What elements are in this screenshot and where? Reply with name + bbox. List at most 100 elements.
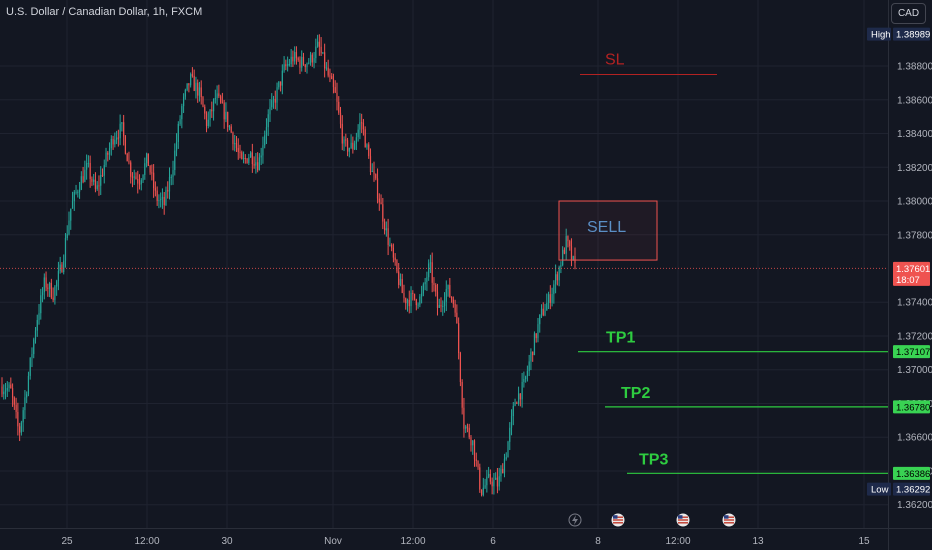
y-tick-label: 1.38400 [897,129,932,140]
candle-body [63,260,65,273]
candle-body [436,291,439,308]
candle-body [163,196,165,206]
candle-body [456,312,458,324]
candle-body [276,87,278,103]
candle-body [262,145,264,156]
candle-body [124,136,127,154]
candle-body [214,97,216,100]
candle-body [350,142,352,149]
candle-body [572,256,574,260]
candle-body [375,174,377,179]
candle-body [473,440,476,460]
candle-body [186,83,188,90]
candle-body [417,304,419,306]
candle-body [234,143,236,145]
candle-body [91,178,93,182]
candle-body [93,179,95,182]
candle-body [450,296,453,300]
tp3-value: 1.36386 [896,469,930,480]
candle-body [463,407,465,429]
candle-body [94,179,97,189]
y-tick-label: 1.37000 [897,365,932,376]
candle-body [103,165,105,176]
candle-body [309,54,312,63]
candle-body [272,99,275,101]
candle-body [105,152,107,166]
candle-body [382,204,384,222]
candle-body [505,457,507,459]
candle-body [466,426,469,428]
candle-body [197,82,199,96]
candle-body [341,123,343,144]
x-tick-label: 13 [752,536,764,547]
candle-body [512,405,514,417]
candle-body [205,113,208,126]
candle-body [274,99,276,103]
high-value: 1.38989 [896,30,930,41]
candle-body [204,106,206,114]
candle-body [8,384,10,389]
candle-body [216,93,218,98]
candle-body [484,485,486,488]
candle-body [86,163,88,170]
candle-body [447,285,449,290]
candle-body [421,293,423,297]
candle-body [43,277,45,293]
candle-body [556,274,558,281]
candle-body [396,260,398,272]
y-tick-label: 1.38800 [897,62,932,73]
candle-body [327,67,329,76]
tp3-badge [893,466,930,480]
candle-body [251,152,253,165]
candle-body [174,150,176,171]
candle-body [68,220,70,235]
candle-body [521,381,523,400]
candle-body [412,292,414,294]
currency-button[interactable]: CAD [891,3,926,24]
y-tick-label: 1.38200 [897,163,932,174]
candle-body [459,352,461,383]
candle-body [209,109,211,120]
candle-body [170,176,172,178]
candle-body [429,262,432,264]
candle-body [288,64,290,66]
candle-body [227,111,229,128]
candle-body [17,412,19,427]
candle-body [563,249,566,254]
price-axis: 1.362001.364001.366001.368001.370001.372… [867,27,932,511]
x-tick-label: Nov [324,536,342,547]
candle-body [570,246,573,260]
candle-body [405,298,407,304]
candle-body [47,287,49,289]
candle-body [165,190,167,206]
candle-body [526,370,528,377]
candle-body [267,114,269,128]
candle-body [133,176,135,178]
candle-body [413,293,416,300]
candle-body [285,64,287,67]
y-tick-label: 1.38000 [897,197,932,208]
candle-body [153,172,155,189]
candle-body [52,297,54,300]
candle-body [410,292,412,307]
candle-body [29,357,31,376]
candle-body [517,393,520,404]
candle-body [533,333,536,356]
candle-body [408,299,410,307]
candle-body [433,282,435,286]
candle-body [565,236,567,254]
candle-body [419,296,421,305]
candle-body [302,56,305,65]
candle-body [361,122,363,124]
candle-body [78,189,81,192]
candle-body [443,301,446,306]
candle-body [465,426,467,429]
candle-body [403,293,405,299]
candle-body [532,351,534,356]
candle-body [130,162,132,177]
candle-body [454,303,456,313]
sell-label: SELL [587,219,626,236]
candle-body [232,132,234,144]
candle-body [553,284,555,294]
